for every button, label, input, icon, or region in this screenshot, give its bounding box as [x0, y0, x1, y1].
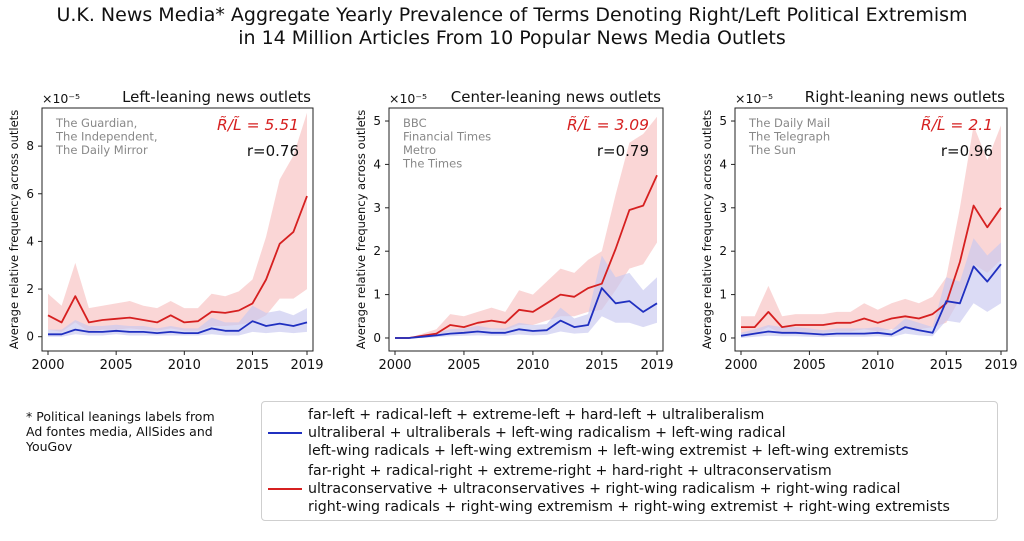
- y-tick-label: 2: [719, 244, 727, 258]
- legend-box: far-left + radical-left + extreme-left +…: [261, 401, 998, 521]
- ratio-annotation: R̃/L̃ = 2.1: [921, 115, 993, 134]
- y-tick-label: 3: [719, 201, 727, 215]
- legend-text-line: ultraconservative + ultraconservatives +…: [308, 481, 901, 497]
- panel-title: Right-leaning news outlets: [805, 88, 1005, 106]
- legend-text-line: left-wing radicals + left-wing extremism…: [308, 443, 909, 459]
- y-multiplier-label: ×10⁻⁵: [735, 91, 773, 106]
- outlet-name: The Telegraph: [748, 130, 830, 144]
- figure-title-line-2: in 14 Million Articles From 10 Popular N…: [238, 27, 786, 49]
- outlet-name: The Times: [402, 157, 462, 171]
- x-tick-label: 2005: [100, 358, 133, 373]
- y-tick-label: 5: [373, 114, 381, 128]
- x-tick-label: 2000: [378, 358, 411, 373]
- correlation-annotation: r=0.79: [597, 142, 649, 160]
- plot-frame: [41, 107, 314, 352]
- figure-title-line-1: U.K. News Media* Aggregate Yearly Preval…: [56, 4, 968, 26]
- panel-title: Center-leaning news outlets: [451, 88, 661, 106]
- panel-title: Left-leaning news outlets: [122, 88, 311, 106]
- correlation-annotation: r=0.76: [247, 142, 299, 160]
- x-tick-label: 2015: [585, 358, 618, 373]
- legend-text-line: far-left + radical-left + extreme-left +…: [308, 407, 765, 423]
- footnote: * Political leanings labels from Ad font…: [26, 409, 246, 454]
- confidence-band: [741, 238, 1001, 338]
- x-tick-label: 2015: [930, 358, 963, 373]
- legend-swatch-red: [268, 488, 302, 490]
- outlet-name: The Daily Mirror: [55, 143, 148, 157]
- series-line: [740, 263, 1002, 337]
- y-tick-label: 4: [26, 234, 34, 248]
- ratio-annotation: R̃/L̃ = 5.51: [217, 115, 299, 134]
- outlet-name: The Independent,: [55, 130, 158, 144]
- y-tick-label: 4: [373, 157, 381, 171]
- series-line: [395, 174, 658, 339]
- figure-title: U.K. News Media* Aggregate Yearly Preval…: [0, 4, 1024, 50]
- y-tick-label: 2: [26, 282, 34, 296]
- correlation-annotation: r=0.96: [941, 142, 993, 160]
- confidence-band: [395, 116, 657, 338]
- x-tick-label: 2015: [236, 358, 269, 373]
- ratio-annotation: R̃/L̃ = 3.09: [567, 115, 649, 134]
- chart-panel-2: 2000 2005 2010 2015 2019 0 1 2 3 4 5 Average relati…: [354, 88, 674, 373]
- y-tick-label: 1: [373, 288, 381, 302]
- x-tick-label: 2005: [793, 358, 826, 373]
- outlet-name: Metro: [403, 143, 436, 157]
- legend-text-line: far-right + radical-right + extreme-righ…: [308, 463, 832, 479]
- plot-frame: [734, 107, 1008, 352]
- footnote-line: Ad fontes media, AllSides and: [26, 424, 213, 439]
- confidence-band: [48, 112, 307, 332]
- outlet-name: The Sun: [748, 143, 796, 157]
- outlet-name: BBC: [403, 116, 427, 130]
- series-line: [741, 204, 1002, 329]
- series-line: [395, 287, 658, 339]
- x-tick-label: 2019: [984, 358, 1017, 373]
- x-tick-label: 2010: [516, 358, 549, 373]
- chart-panel-1: 2000 2005 2010 2015 2019 0 2 4 6 8 Average relativ…: [7, 88, 324, 373]
- outlet-name: Financial Times: [403, 130, 491, 144]
- y-tick-label: 0: [719, 331, 727, 345]
- y-tick-label: 2: [373, 244, 381, 258]
- outlet-name: The Daily Mail: [748, 116, 830, 130]
- legend-text-line: right-wing radicals + right-wing extremi…: [308, 499, 950, 515]
- footnote-line: YouGov: [26, 439, 73, 454]
- x-tick-label: 2019: [640, 358, 673, 373]
- y-axis-label: Average relative frequency across outlet…: [700, 110, 714, 349]
- y-multiplier-label: ×10⁻⁵: [42, 91, 80, 106]
- y-tick-label: 6: [26, 187, 34, 201]
- y-tick-label: 8: [26, 139, 34, 153]
- y-axis-label: Average relative frequency across outlet…: [354, 110, 368, 349]
- y-axis-label: Average relative frequency across outlet…: [7, 110, 21, 349]
- outlet-name: The Guardian,: [55, 116, 137, 130]
- x-tick-label: 2000: [724, 358, 757, 373]
- x-tick-label: 2000: [31, 358, 64, 373]
- y-tick-label: 4: [719, 157, 727, 171]
- x-tick-label: 2010: [168, 358, 201, 373]
- x-tick-label: 2005: [447, 358, 480, 373]
- y-multiplier-label: ×10⁻⁵: [389, 91, 427, 106]
- plot-frame: [388, 107, 664, 352]
- x-tick-label: 2010: [861, 358, 894, 373]
- y-tick-label: 0: [26, 330, 34, 344]
- chart-panel-3: 2000 2005 2010 2015 2019 0 1 2 3 4 5 Average relati…: [700, 88, 1018, 373]
- series-line: [48, 320, 308, 336]
- y-tick-label: 0: [373, 331, 381, 345]
- y-tick-label: 5: [719, 114, 727, 128]
- footnote-line: * Political leanings labels from: [26, 409, 215, 424]
- y-tick-label: 1: [719, 288, 727, 302]
- legend-swatch-blue: [268, 432, 302, 434]
- legend-text-line: ultraliberal + ultraliberals + left-wing…: [308, 425, 786, 441]
- y-tick-label: 3: [373, 201, 381, 215]
- x-tick-label: 2019: [290, 358, 323, 373]
- series-line: [47, 195, 308, 324]
